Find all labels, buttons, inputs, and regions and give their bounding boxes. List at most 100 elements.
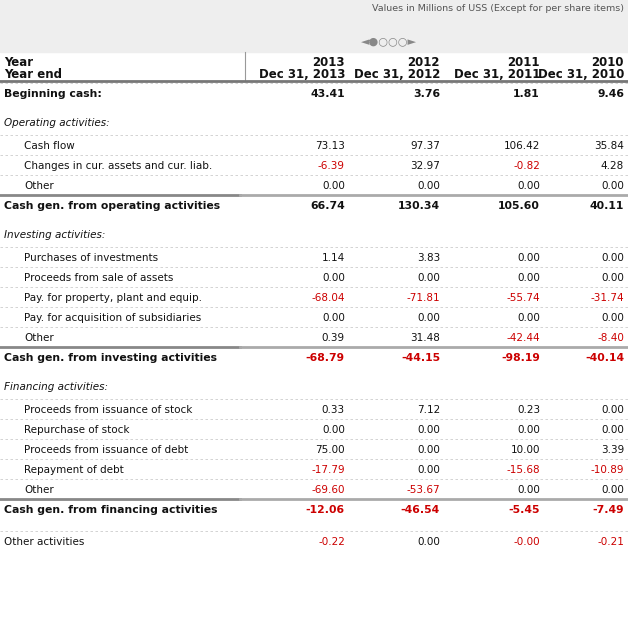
Text: 2010: 2010 <box>592 56 624 69</box>
Text: Values in Millions of USS (Except for per share items): Values in Millions of USS (Except for pe… <box>372 4 624 13</box>
Text: Year end: Year end <box>4 68 62 81</box>
Text: Investing activities:: Investing activities: <box>4 230 106 240</box>
Text: -68.04: -68.04 <box>311 293 345 303</box>
Text: Proceeds from issuance of stock: Proceeds from issuance of stock <box>24 405 192 415</box>
Text: 130.34: 130.34 <box>398 201 440 211</box>
Text: Repayment of debt: Repayment of debt <box>24 465 124 475</box>
Text: Other activities: Other activities <box>4 537 84 547</box>
Bar <box>0 0 628 32</box>
Text: 35.84: 35.84 <box>594 141 624 151</box>
Text: 10.00: 10.00 <box>511 445 540 455</box>
Text: 1.14: 1.14 <box>322 253 345 263</box>
Text: 97.37: 97.37 <box>410 141 440 151</box>
Text: 0.00: 0.00 <box>517 181 540 191</box>
Text: 0.00: 0.00 <box>322 313 345 323</box>
Text: Proceeds from issuance of debt: Proceeds from issuance of debt <box>24 445 188 455</box>
Text: Repurchase of stock: Repurchase of stock <box>24 425 129 435</box>
Text: 0.00: 0.00 <box>517 273 540 283</box>
Text: -46.54: -46.54 <box>401 505 440 515</box>
Text: Pay. for acquisition of subsidiaries: Pay. for acquisition of subsidiaries <box>24 313 201 323</box>
Text: 0.00: 0.00 <box>417 313 440 323</box>
Text: 0.00: 0.00 <box>517 425 540 435</box>
Text: 2012: 2012 <box>408 56 440 69</box>
Text: 4.28: 4.28 <box>601 161 624 171</box>
Text: -15.68: -15.68 <box>506 465 540 475</box>
Text: 0.00: 0.00 <box>417 445 440 455</box>
Text: 0.00: 0.00 <box>601 253 624 263</box>
Text: -7.49: -7.49 <box>592 505 624 515</box>
Text: 0.00: 0.00 <box>517 313 540 323</box>
Bar <box>0 32 628 52</box>
Text: 3.39: 3.39 <box>601 445 624 455</box>
Text: 7.12: 7.12 <box>417 405 440 415</box>
Text: 0.00: 0.00 <box>322 425 345 435</box>
Text: ◄●○○○►: ◄●○○○► <box>361 36 418 46</box>
Text: Dec 31, 2013: Dec 31, 2013 <box>259 68 345 81</box>
Text: -10.89: -10.89 <box>590 465 624 475</box>
Text: 0.00: 0.00 <box>601 425 624 435</box>
Text: 0.00: 0.00 <box>517 253 540 263</box>
Text: Cash flow: Cash flow <box>24 141 75 151</box>
Text: Beginning cash:: Beginning cash: <box>4 89 102 99</box>
Text: 0.33: 0.33 <box>322 405 345 415</box>
Text: 105.60: 105.60 <box>498 201 540 211</box>
Text: -55.74: -55.74 <box>506 293 540 303</box>
Text: 0.00: 0.00 <box>417 425 440 435</box>
Text: -98.19: -98.19 <box>501 353 540 363</box>
Text: 1.81: 1.81 <box>513 89 540 99</box>
Text: 106.42: 106.42 <box>504 141 540 151</box>
Text: 0.00: 0.00 <box>322 273 345 283</box>
Text: 0.00: 0.00 <box>601 273 624 283</box>
Text: Operating activities:: Operating activities: <box>4 118 110 128</box>
Text: Other: Other <box>24 333 54 343</box>
Text: 0.00: 0.00 <box>601 485 624 495</box>
Text: 0.00: 0.00 <box>417 465 440 475</box>
Text: 0.00: 0.00 <box>517 485 540 495</box>
Text: 75.00: 75.00 <box>315 445 345 455</box>
Text: 0.00: 0.00 <box>601 313 624 323</box>
Text: Other: Other <box>24 485 54 495</box>
Text: -31.74: -31.74 <box>590 293 624 303</box>
Text: -0.00: -0.00 <box>513 537 540 547</box>
Text: Cash gen. from financing activities: Cash gen. from financing activities <box>4 505 217 515</box>
Text: Dec 31, 2011: Dec 31, 2011 <box>453 68 540 81</box>
Text: 73.13: 73.13 <box>315 141 345 151</box>
Text: 66.74: 66.74 <box>310 201 345 211</box>
Text: 3.83: 3.83 <box>417 253 440 263</box>
Text: 3.76: 3.76 <box>413 89 440 99</box>
Text: Financing activities:: Financing activities: <box>4 382 108 392</box>
Text: Proceeds from sale of assets: Proceeds from sale of assets <box>24 273 173 283</box>
Text: -6.39: -6.39 <box>318 161 345 171</box>
Text: 0.00: 0.00 <box>601 181 624 191</box>
Text: Dec 31, 2012: Dec 31, 2012 <box>354 68 440 81</box>
Text: -69.60: -69.60 <box>311 485 345 495</box>
Text: -53.67: -53.67 <box>406 485 440 495</box>
Text: Changes in cur. assets and cur. liab.: Changes in cur. assets and cur. liab. <box>24 161 212 171</box>
Text: 43.41: 43.41 <box>310 89 345 99</box>
Text: Purchases of investments: Purchases of investments <box>24 253 158 263</box>
Text: 0.23: 0.23 <box>517 405 540 415</box>
Text: -0.22: -0.22 <box>318 537 345 547</box>
Text: 0.00: 0.00 <box>417 181 440 191</box>
Text: 2013: 2013 <box>313 56 345 69</box>
Text: -12.06: -12.06 <box>306 505 345 515</box>
Text: -40.14: -40.14 <box>585 353 624 363</box>
Text: 2011: 2011 <box>507 56 540 69</box>
Text: -42.44: -42.44 <box>506 333 540 343</box>
Text: Cash gen. from investing activities: Cash gen. from investing activities <box>4 353 217 363</box>
Text: -5.45: -5.45 <box>509 505 540 515</box>
Text: Cash gen. from operating activities: Cash gen. from operating activities <box>4 201 220 211</box>
Text: -0.21: -0.21 <box>597 537 624 547</box>
Text: Dec 31, 2010: Dec 31, 2010 <box>538 68 624 81</box>
Text: 0.00: 0.00 <box>417 273 440 283</box>
Text: Other: Other <box>24 181 54 191</box>
Text: -0.82: -0.82 <box>513 161 540 171</box>
Text: Year: Year <box>4 56 33 69</box>
Text: 40.11: 40.11 <box>590 201 624 211</box>
Text: 9.46: 9.46 <box>597 89 624 99</box>
Text: Pay. for property, plant and equip.: Pay. for property, plant and equip. <box>24 293 202 303</box>
Text: -44.15: -44.15 <box>401 353 440 363</box>
Text: 0.39: 0.39 <box>322 333 345 343</box>
Text: -68.79: -68.79 <box>306 353 345 363</box>
Text: -8.40: -8.40 <box>597 333 624 343</box>
